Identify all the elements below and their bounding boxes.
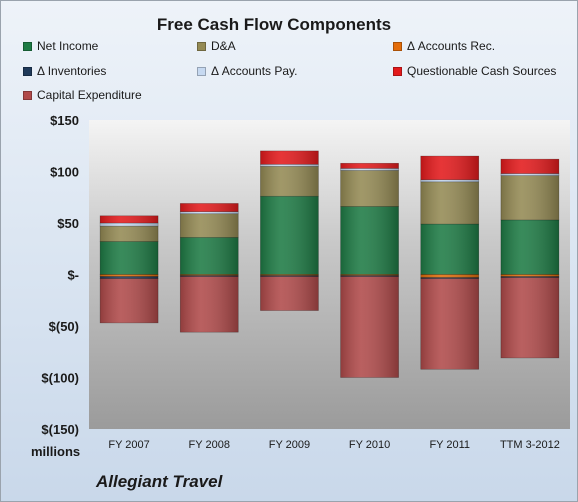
bars-layer [99, 150, 560, 378]
bar-accounts-rec-fy-2011 [420, 274, 480, 278]
legend-label: Net Income [37, 39, 99, 53]
x-tick-label: FY 2008 [189, 439, 230, 451]
bar-accounts-pay-fy-2008 [179, 211, 239, 215]
legend-swatch [197, 41, 206, 51]
bar-questionable-cash-sources-fy-2008 [179, 203, 239, 212]
legend-label: Δ Accounts Pay. [211, 64, 298, 78]
legend-swatch [393, 41, 402, 51]
legend-label: Δ Inventories [37, 64, 107, 78]
x-axis: FY 2007 FY 2008 FY 2009 FY 2010 FY 2011 TTM 3… [108, 439, 559, 451]
legend-swatch [23, 90, 32, 100]
y-tick-label: $(100) [41, 371, 79, 386]
y-tick-label: $50 [57, 216, 79, 231]
legend-swatch [393, 66, 402, 76]
bar-capital-expenditure-fy-2008 [179, 276, 239, 333]
bar-capital-expenditure-fy-2009 [260, 276, 319, 311]
bar-accounts-pay-ttm-3-2012 [500, 173, 560, 176]
x-tick-label: FY 2009 [269, 439, 310, 451]
bar-d-a-fy-2007 [99, 225, 159, 242]
legend-label: Δ Accounts Rec. [407, 39, 496, 53]
bar-net-income-fy-2008 [179, 237, 239, 275]
bar-capital-expenditure-fy-2010 [340, 276, 399, 378]
bar-accounts-rec-fy-2007 [99, 274, 159, 277]
bar-net-income-fy-2007 [99, 241, 159, 275]
bar-net-income-fy-2009 [260, 195, 319, 275]
x-tick-label: FY 2010 [349, 439, 390, 451]
bar-d-a-fy-2009 [260, 166, 319, 197]
y-tick-label: $150 [50, 113, 79, 128]
legend-item-questionable-cash-sources: Questionable Cash Sources [393, 64, 556, 78]
bar-accounts-pay-fy-2010 [340, 168, 399, 171]
bar-inventories-fy-2007 [99, 276, 159, 279]
legend-item-net-income: Net Income [23, 39, 98, 53]
bar-d-a-fy-2010 [340, 170, 399, 207]
legend-swatch [197, 66, 206, 76]
legend-label: D&A [211, 39, 236, 53]
bar-accounts-pay-fy-2007 [99, 222, 159, 227]
company-label: Allegiant Travel [96, 472, 223, 491]
legend-item-accounts-rec: Δ Accounts Rec. [393, 39, 495, 53]
bar-d-a-ttm-3-2012 [500, 175, 560, 221]
legend-item-capital-expenditure: Capital Expenditure [23, 88, 142, 102]
units-label: millions [31, 444, 81, 459]
bar-accounts-rec-ttm-3-2012 [500, 274, 560, 277]
x-tick-label: FY 2007 [108, 439, 149, 451]
bar-accounts-pay-fy-2009 [260, 163, 319, 167]
y-tick-label: $100 [50, 165, 79, 180]
legend-item-accounts-pay: Δ Accounts Pay. [197, 64, 298, 78]
legend-swatch [23, 41, 32, 51]
bar-net-income-ttm-3-2012 [500, 219, 560, 275]
bar-accounts-pay-fy-2011 [420, 179, 480, 183]
plot-area-background [89, 120, 570, 429]
bar-d-a-fy-2008 [179, 213, 239, 238]
legend-item-d-a: D&A [197, 39, 236, 53]
chart-title: Free Cash Flow Components [156, 15, 392, 34]
bar-capital-expenditure-fy-2007 [99, 278, 159, 324]
legend-label: Questionable Cash Sources [407, 64, 557, 78]
y-tick-label: $(50) [49, 319, 79, 334]
y-tick-label: $(150) [41, 422, 79, 437]
bar-questionable-cash-sources-fy-2011 [420, 155, 480, 181]
bar-net-income-fy-2011 [420, 223, 480, 275]
bar-capital-expenditure-fy-2011 [420, 278, 480, 370]
y-tick-label: $- [67, 268, 79, 283]
bar-questionable-cash-sources-fy-2009 [260, 150, 319, 165]
bar-questionable-cash-sources-ttm-3-2012 [500, 158, 560, 174]
legend-label: Capital Expenditure [37, 88, 142, 102]
bar-questionable-cash-sources-fy-2007 [99, 215, 159, 224]
bar-capital-expenditure-ttm-3-2012 [500, 277, 560, 359]
legend-swatch [23, 66, 32, 76]
x-tick-label: FY 2011 [429, 439, 470, 451]
bar-d-a-fy-2011 [420, 181, 480, 225]
bar-net-income-fy-2010 [340, 206, 399, 275]
legend-item-inventories: Δ Inventories [23, 64, 106, 78]
x-tick-label: TTM 3-2012 [500, 439, 560, 451]
bar-questionable-cash-sources-fy-2010 [340, 162, 399, 169]
y-axis: $150 $100 $50 $- $(50) $(100) $(150) [41, 113, 79, 437]
